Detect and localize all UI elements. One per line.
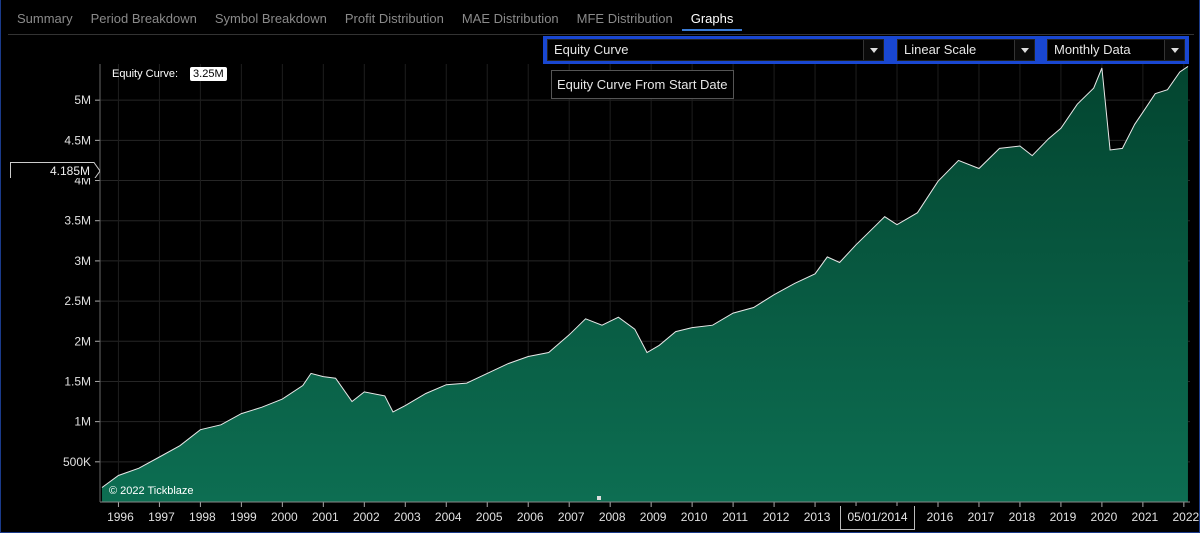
y-tick-label: 3.5M bbox=[64, 214, 91, 228]
x-tick-label: 2010 bbox=[681, 510, 708, 524]
x-tick-label: 2009 bbox=[640, 510, 667, 524]
tab-summary[interactable]: Summary bbox=[17, 11, 73, 26]
scroll-marker bbox=[597, 496, 601, 500]
chart-tooltip: Equity Curve From Start Date bbox=[551, 70, 734, 99]
y-tick-label: 1.5M bbox=[64, 374, 91, 388]
x-tick-label: 2007 bbox=[558, 510, 585, 524]
tab-period-breakdown[interactable]: Period Breakdown bbox=[90, 11, 197, 26]
chart-legend: Equity Curve: 3.25M bbox=[112, 67, 227, 81]
x-tick-label: 2022 bbox=[1173, 510, 1200, 524]
chevron-down-icon[interactable] bbox=[1014, 40, 1034, 60]
chevron-down-icon[interactable] bbox=[863, 40, 883, 60]
watermark: © 2022 Tickblaze bbox=[109, 485, 194, 497]
x-tick-label: 2004 bbox=[435, 510, 462, 524]
x-tick-label: 1998 bbox=[189, 510, 216, 524]
chart-toolbar: Equity Curve Linear Scale Monthly Data bbox=[543, 36, 1189, 64]
x-tick-label: 1999 bbox=[230, 510, 257, 524]
x-tick-label: 2003 bbox=[394, 510, 421, 524]
x-tick-label: 2008 bbox=[599, 510, 626, 524]
tab-mae-distribution[interactable]: MAE Distribution bbox=[461, 11, 559, 26]
x-tick-label: 2017 bbox=[968, 510, 995, 524]
period-select[interactable]: Monthly Data bbox=[1047, 39, 1185, 61]
x-tick-label: 2016 bbox=[927, 510, 954, 524]
x-axis: 1996 1997 1998 1999 2000 2001 2002 2003 2004 2005… bbox=[107, 502, 1200, 524]
y-tick-label: 2.5M bbox=[64, 294, 91, 308]
crosshair-y-value: 4.185M bbox=[50, 164, 90, 178]
x-tick-label: 2021 bbox=[1132, 510, 1159, 524]
tab-profit-distribution[interactable]: Profit Distribution bbox=[344, 11, 444, 26]
chevron-down-icon[interactable] bbox=[1164, 40, 1184, 60]
tab-graphs[interactable]: Graphs bbox=[682, 6, 743, 34]
x-tick-label: 2020 bbox=[1091, 510, 1118, 524]
x-tick-label: 2019 bbox=[1050, 510, 1077, 524]
x-tick-label: 2011 bbox=[722, 510, 748, 524]
y-tick-label: 3M bbox=[74, 254, 91, 268]
x-tick-label: 2018 bbox=[1009, 510, 1036, 524]
legend-label: Equity Curve: bbox=[112, 68, 179, 80]
crosshair-x-label: 05/01/2014 bbox=[840, 506, 915, 530]
x-tick-label: 1996 bbox=[107, 510, 134, 524]
y-tick-label: 5M bbox=[74, 93, 91, 107]
scale-select-value: Linear Scale bbox=[904, 42, 977, 57]
tab-symbol-breakdown[interactable]: Symbol Breakdown bbox=[214, 11, 327, 26]
y-tick-label: 4.5M bbox=[64, 133, 91, 147]
x-tick-label: 1997 bbox=[148, 510, 175, 524]
tab-bar: Summary Period Breakdown Symbol Breakdown P… bbox=[8, 6, 742, 34]
tab-divider bbox=[8, 34, 1194, 35]
y-tick-label: 2M bbox=[74, 334, 91, 348]
x-tick-label: 2002 bbox=[353, 510, 380, 524]
tab-mfe-distribution[interactable]: MFE Distribution bbox=[576, 11, 673, 26]
y-tick-label: 500K bbox=[63, 455, 91, 469]
crosshair-y-label: 4.185M bbox=[10, 162, 100, 178]
chart-type-select-value: Equity Curve bbox=[554, 42, 629, 57]
equity-line bbox=[101, 65, 1189, 488]
x-tick-label: 2012 bbox=[763, 510, 790, 524]
equity-area bbox=[102, 66, 1188, 503]
x-tick-label: 2013 bbox=[804, 510, 831, 524]
x-tick-label: 2000 bbox=[271, 510, 298, 524]
x-tick-label: 2001 bbox=[312, 510, 339, 524]
scale-select[interactable]: Linear Scale bbox=[897, 39, 1035, 61]
x-tick-label: 2005 bbox=[476, 510, 503, 524]
y-tick-label: 1M bbox=[74, 415, 91, 429]
x-tick-label: 2006 bbox=[517, 510, 544, 524]
legend-value: 3.25M bbox=[190, 67, 227, 81]
period-select-value: Monthly Data bbox=[1054, 42, 1131, 57]
chart-type-select[interactable]: Equity Curve bbox=[547, 39, 884, 61]
